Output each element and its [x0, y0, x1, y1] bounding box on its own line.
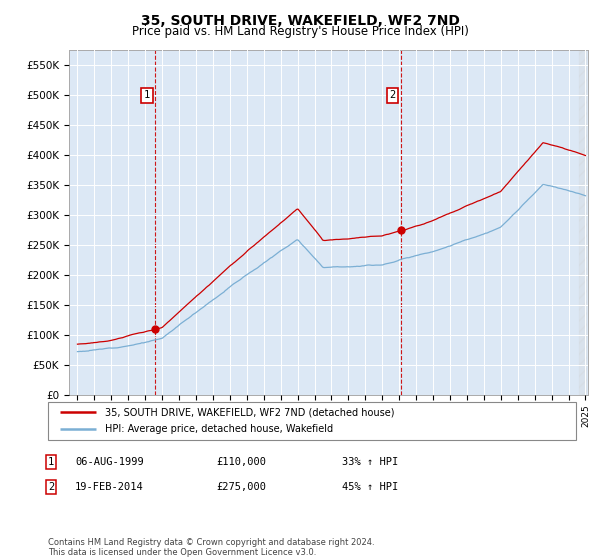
Text: 45% ↑ HPI: 45% ↑ HPI — [342, 482, 398, 492]
Text: £110,000: £110,000 — [216, 457, 266, 467]
Text: 1: 1 — [48, 457, 54, 467]
Text: 2: 2 — [389, 90, 396, 100]
Text: £275,000: £275,000 — [216, 482, 266, 492]
Text: 19-FEB-2014: 19-FEB-2014 — [75, 482, 144, 492]
Text: Contains HM Land Registry data © Crown copyright and database right 2024.
This d: Contains HM Land Registry data © Crown c… — [48, 538, 374, 557]
Text: Price paid vs. HM Land Registry's House Price Index (HPI): Price paid vs. HM Land Registry's House … — [131, 25, 469, 38]
Text: 06-AUG-1999: 06-AUG-1999 — [75, 457, 144, 467]
Text: 35, SOUTH DRIVE, WAKEFIELD, WF2 7ND (detached house): 35, SOUTH DRIVE, WAKEFIELD, WF2 7ND (det… — [105, 407, 395, 417]
Text: HPI: Average price, detached house, Wakefield: HPI: Average price, detached house, Wake… — [105, 424, 333, 434]
Bar — [578, 50, 587, 395]
Text: 33% ↑ HPI: 33% ↑ HPI — [342, 457, 398, 467]
Text: 35, SOUTH DRIVE, WAKEFIELD, WF2 7ND: 35, SOUTH DRIVE, WAKEFIELD, WF2 7ND — [140, 14, 460, 28]
Text: 2: 2 — [48, 482, 54, 492]
Text: 1: 1 — [144, 90, 150, 100]
